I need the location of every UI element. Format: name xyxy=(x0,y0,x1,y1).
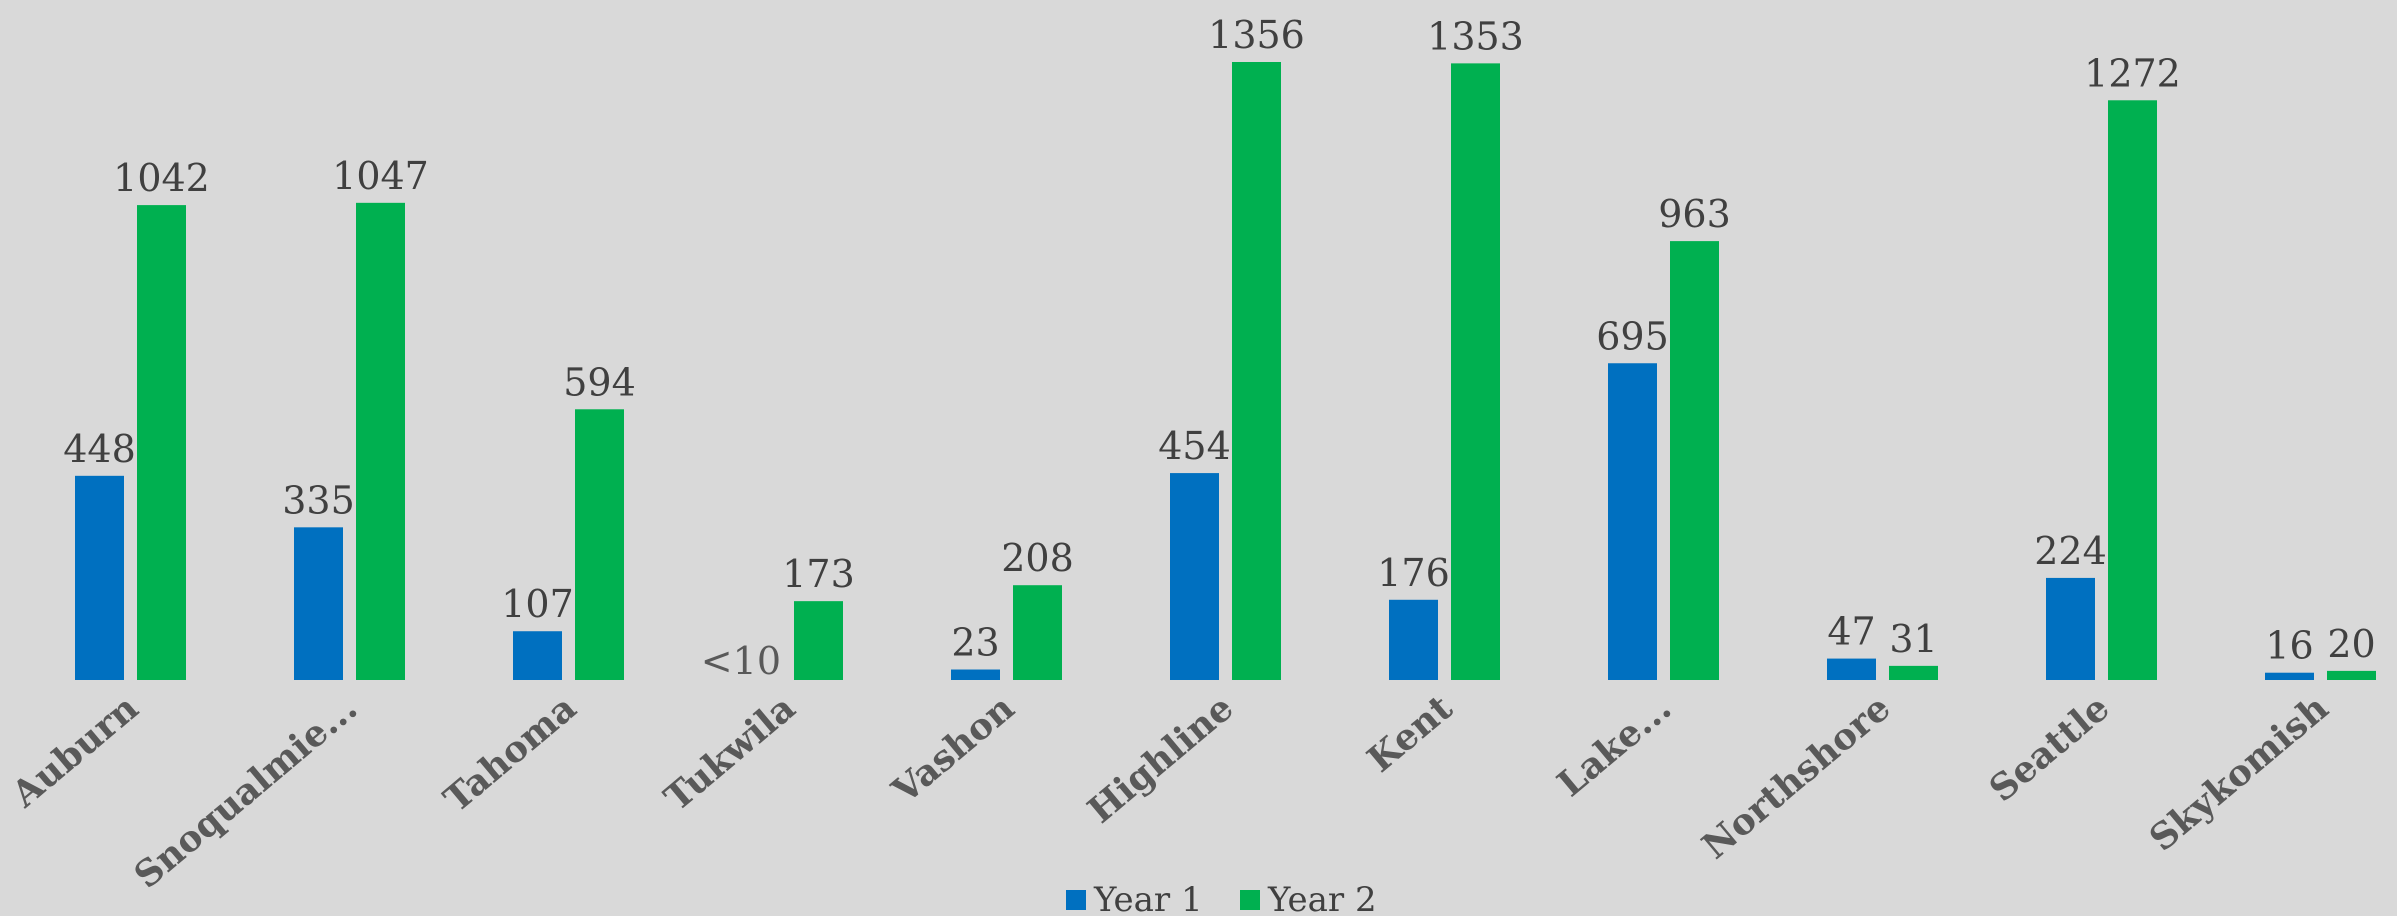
data-label: 23 xyxy=(951,621,999,665)
bar xyxy=(294,527,343,680)
data-label: 173 xyxy=(782,552,855,596)
data-label: 695 xyxy=(1596,314,1669,358)
x-tick-label: Tahoma xyxy=(436,687,584,821)
x-tick-label: Vashon xyxy=(884,687,1023,813)
legend-label: Year 1 xyxy=(1093,880,1203,916)
bar xyxy=(356,202,405,680)
legend-swatch xyxy=(1066,890,1086,910)
x-tick-label: Tukwila xyxy=(657,687,804,820)
data-label: 107 xyxy=(501,582,574,626)
x-tick-label: Lake... xyxy=(1550,687,1680,805)
x-tick-label: Auburn xyxy=(3,687,146,817)
bar xyxy=(794,601,843,680)
bar xyxy=(2046,577,2095,680)
data-label: 1356 xyxy=(1208,13,1305,57)
data-label: 20 xyxy=(2327,622,2375,666)
data-label: 1272 xyxy=(2084,51,2181,95)
x-tick-label: Highline xyxy=(1080,687,1241,832)
bar xyxy=(137,205,186,680)
bar xyxy=(1013,585,1062,680)
x-tick-label: Skykomish xyxy=(2142,687,2337,860)
bar xyxy=(1232,62,1281,680)
bar xyxy=(2108,100,2157,680)
x-tick-label: Northshore xyxy=(1694,687,1898,868)
data-label: 1353 xyxy=(1427,14,1524,58)
data-label: 47 xyxy=(1827,610,1875,654)
bar xyxy=(1451,63,1500,681)
x-tick-label: Snoqualmie... xyxy=(126,687,365,897)
data-label: 1042 xyxy=(113,156,210,200)
data-label: 31 xyxy=(1889,617,1937,661)
data-label: 224 xyxy=(2034,529,2107,573)
bar xyxy=(2265,672,2314,680)
bar xyxy=(575,409,624,680)
data-label: 16 xyxy=(2265,624,2313,668)
x-tick-label: Seattle xyxy=(1981,687,2117,810)
data-label: 963 xyxy=(1658,192,1731,236)
bar xyxy=(1608,363,1657,680)
data-label: 454 xyxy=(1158,424,1231,468)
bar xyxy=(75,475,124,680)
x-tick-label: Kent xyxy=(1360,686,1461,780)
bar xyxy=(1889,665,1938,680)
bar xyxy=(1827,658,1876,680)
data-label: 176 xyxy=(1377,551,1450,595)
bar xyxy=(1170,473,1219,680)
bar xyxy=(951,669,1000,680)
data-label: 335 xyxy=(282,478,355,522)
bar xyxy=(1389,599,1438,680)
bar xyxy=(2327,670,2376,680)
bar xyxy=(513,631,562,680)
data-label: 1047 xyxy=(332,154,429,198)
data-label: <10 xyxy=(701,639,781,683)
legend-label: Year 2 xyxy=(1267,880,1377,916)
data-label: 208 xyxy=(1001,536,1074,580)
data-label: 448 xyxy=(63,427,136,471)
data-label: 594 xyxy=(563,360,636,404)
legend-swatch xyxy=(1240,890,1260,910)
bar xyxy=(1670,241,1719,680)
